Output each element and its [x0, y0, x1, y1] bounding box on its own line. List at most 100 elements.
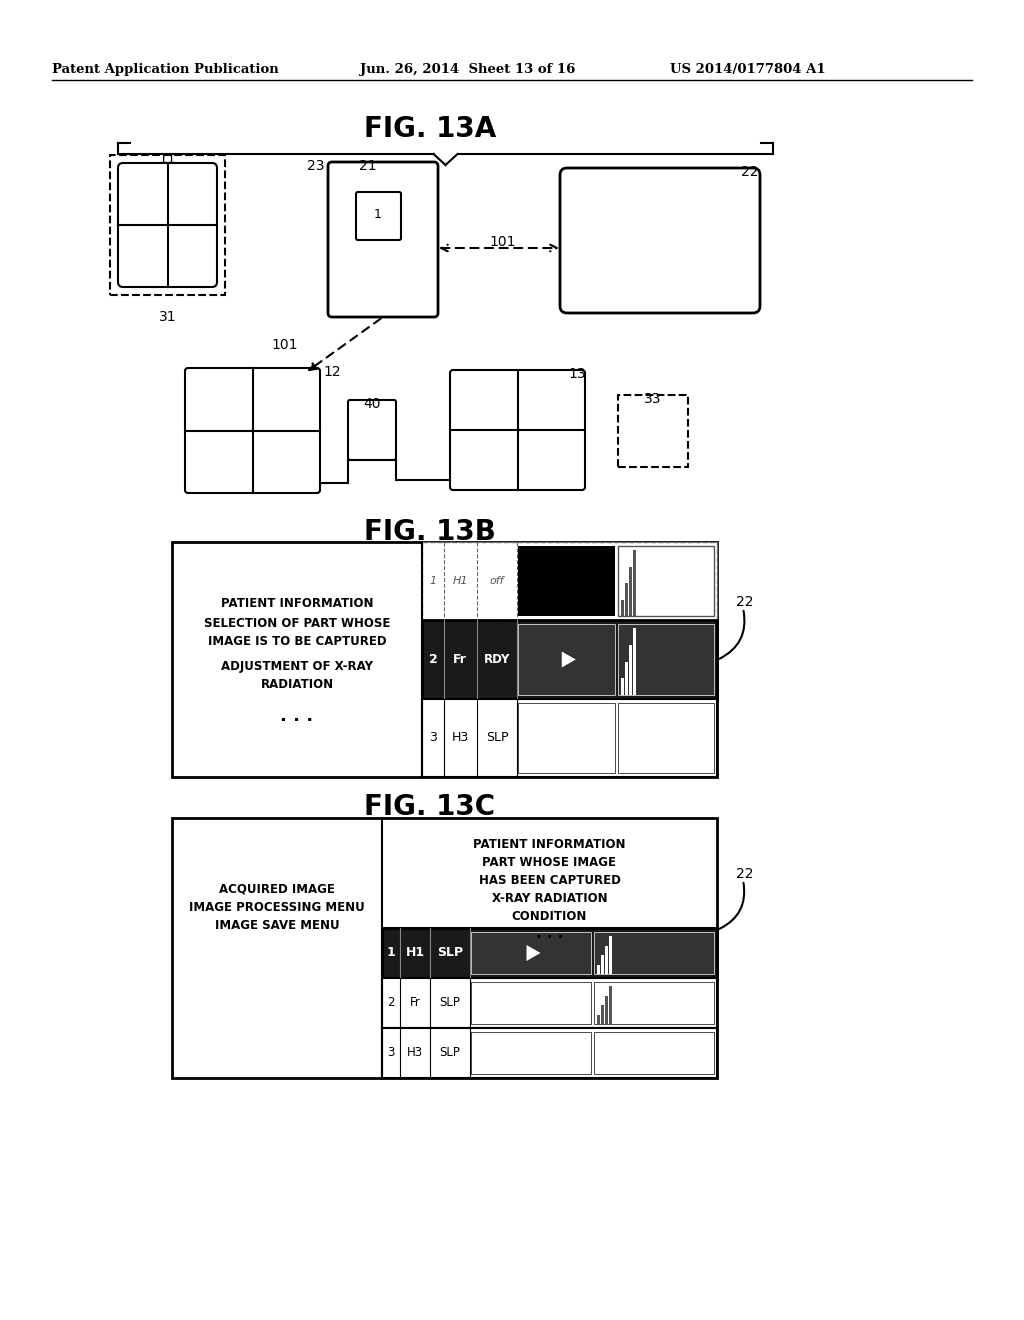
Text: Jun. 26, 2014  Sheet 13 of 16: Jun. 26, 2014 Sheet 13 of 16	[360, 63, 575, 77]
Bar	[625, 661, 628, 694]
Text: 33: 33	[644, 392, 662, 407]
Text: 1: 1	[374, 207, 382, 220]
Polygon shape	[526, 945, 541, 961]
Text: 22: 22	[736, 595, 754, 609]
Text: 101: 101	[271, 338, 298, 352]
Bar	[629, 566, 632, 616]
Bar	[422, 620, 717, 698]
Bar	[597, 1015, 600, 1024]
Text: 40: 40	[364, 397, 381, 411]
Text: X-RAY RADIATION: X-RAY RADIATION	[492, 892, 607, 906]
Text: ACQUIRED IMAGE: ACQUIRED IMAGE	[219, 883, 335, 896]
Text: 21: 21	[359, 158, 377, 173]
Text: PATIENT INFORMATION: PATIENT INFORMATION	[473, 838, 626, 851]
Bar	[382, 928, 717, 978]
Bar	[633, 550, 636, 616]
Text: IMAGE IS TO BE CAPTURED: IMAGE IS TO BE CAPTURED	[208, 635, 386, 648]
Bar	[594, 982, 714, 1024]
Text: US 2014/0177804 A1: US 2014/0177804 A1	[670, 63, 825, 77]
Text: . . .: . . .	[281, 708, 313, 725]
Bar	[625, 583, 628, 616]
Bar	[609, 936, 612, 974]
FancyBboxPatch shape	[185, 368, 319, 492]
Text: Fr: Fr	[453, 653, 467, 667]
FancyBboxPatch shape	[328, 162, 438, 317]
Bar	[110, 154, 225, 294]
Bar	[422, 543, 717, 620]
Text: RADIATION: RADIATION	[260, 678, 334, 690]
Text: 3: 3	[429, 731, 437, 744]
Bar	[621, 599, 624, 616]
Text: 1: 1	[387, 946, 395, 960]
Bar	[633, 628, 636, 694]
Text: IMAGE SAVE MENU: IMAGE SAVE MENU	[215, 919, 339, 932]
Bar	[621, 678, 624, 694]
Text: H1: H1	[453, 576, 468, 586]
Text: 13: 13	[568, 367, 586, 381]
Bar	[601, 1005, 604, 1024]
Bar	[172, 543, 717, 777]
Text: SLP: SLP	[439, 997, 461, 1010]
Text: . . .: . . .	[536, 927, 563, 941]
Bar	[471, 1032, 591, 1074]
Bar	[601, 954, 604, 974]
Text: H3: H3	[407, 1047, 423, 1060]
FancyBboxPatch shape	[356, 191, 401, 240]
Text: ADJUSTMENT OF X-RAY: ADJUSTMENT OF X-RAY	[221, 660, 373, 673]
Bar	[618, 395, 688, 467]
Bar	[605, 945, 608, 974]
FancyBboxPatch shape	[450, 370, 585, 490]
Text: 12: 12	[324, 366, 341, 379]
Text: H3: H3	[452, 731, 469, 744]
Bar	[594, 1032, 714, 1074]
Text: 1: 1	[429, 576, 436, 586]
Text: SLP: SLP	[439, 1047, 461, 1060]
Text: 23: 23	[307, 158, 325, 173]
Bar	[471, 932, 591, 974]
Bar	[382, 978, 717, 1028]
Polygon shape	[562, 652, 575, 668]
Bar	[471, 982, 591, 1024]
Text: RDY: RDY	[483, 653, 510, 667]
FancyBboxPatch shape	[560, 168, 760, 313]
Text: 2: 2	[387, 997, 394, 1010]
Text: H1: H1	[406, 946, 425, 960]
Bar	[597, 965, 600, 974]
Bar	[617, 702, 714, 774]
Bar	[594, 932, 714, 974]
Bar	[172, 818, 717, 1078]
Text: Patent Application Publication: Patent Application Publication	[52, 63, 279, 77]
Text: off: off	[489, 576, 504, 586]
Text: IMAGE PROCESSING MENU: IMAGE PROCESSING MENU	[189, 902, 365, 913]
Bar	[617, 546, 714, 616]
Text: SLP: SLP	[485, 731, 508, 744]
Bar	[382, 1028, 717, 1078]
Bar	[605, 995, 608, 1024]
Bar	[609, 986, 612, 1024]
Text: SELECTION OF PART WHOSE: SELECTION OF PART WHOSE	[204, 616, 390, 630]
FancyBboxPatch shape	[348, 400, 396, 459]
Text: CONDITION: CONDITION	[512, 909, 587, 923]
Text: PATIENT INFORMATION: PATIENT INFORMATION	[221, 597, 374, 610]
Text: Fr: Fr	[410, 997, 421, 1010]
Text: FIG. 13A: FIG. 13A	[364, 115, 496, 143]
Text: PART WHOSE IMAGE: PART WHOSE IMAGE	[482, 855, 616, 869]
Bar	[518, 624, 614, 694]
Text: HAS BEEN CAPTURED: HAS BEEN CAPTURED	[478, 874, 621, 887]
Bar	[617, 624, 714, 694]
Text: 101: 101	[489, 235, 516, 249]
Text: 2: 2	[429, 653, 437, 667]
Text: 3: 3	[387, 1047, 394, 1060]
Text: 22: 22	[736, 867, 754, 880]
FancyBboxPatch shape	[118, 162, 217, 286]
Text: 22: 22	[741, 165, 759, 180]
Text: FIG. 13C: FIG. 13C	[365, 793, 496, 821]
Bar	[422, 698, 717, 777]
Text: SLP: SLP	[437, 946, 463, 960]
Text: FIG. 13B: FIG. 13B	[365, 517, 496, 546]
Text: 11: 11	[159, 152, 176, 166]
Bar	[629, 645, 632, 694]
Bar	[518, 546, 614, 616]
Bar	[518, 702, 614, 774]
Text: 31: 31	[159, 310, 176, 323]
